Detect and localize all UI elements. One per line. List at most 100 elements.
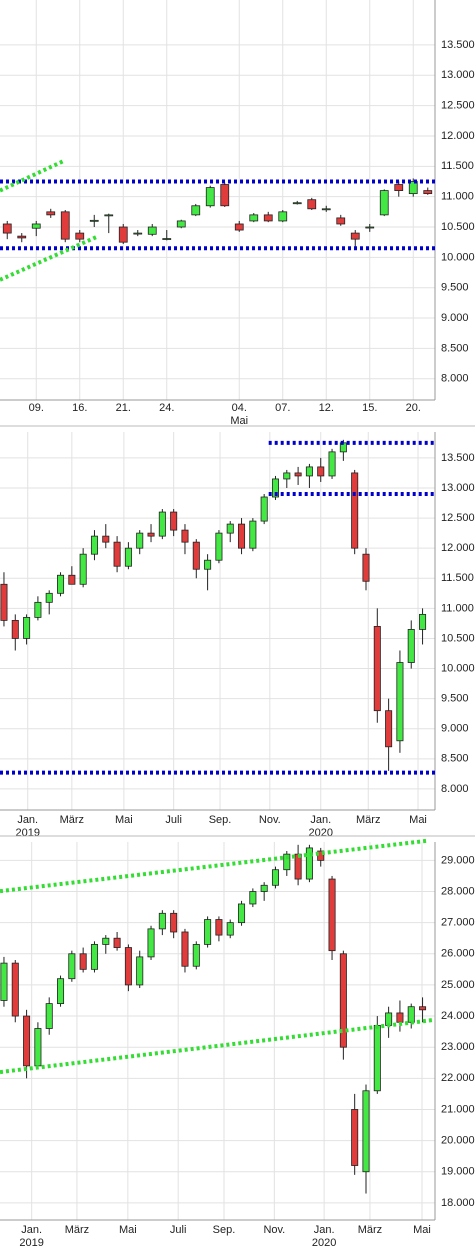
x-tick-sublabel: 2019 — [19, 1237, 43, 1249]
x-tick-label: März — [65, 1224, 89, 1236]
y-tick-label: 8.500 — [441, 753, 469, 765]
x-tick-label: Mai — [115, 814, 133, 826]
x-tick-label: März — [60, 814, 84, 826]
candle-body — [305, 847, 313, 880]
y-tick-label: 21.000 — [441, 1103, 475, 1115]
candle-body — [118, 226, 128, 243]
x-tick-label: 21. — [116, 402, 131, 414]
candle-body — [113, 541, 121, 567]
candle-body — [238, 903, 246, 924]
candle-body — [75, 232, 85, 240]
candle-body — [113, 937, 121, 948]
x-tick-label: Sep. — [209, 814, 232, 826]
y-tick-label: 10.000 — [441, 251, 475, 263]
y-tick-label: 11.000 — [441, 602, 474, 614]
candle-body — [278, 211, 288, 222]
y-tick-label: 8.500 — [441, 342, 469, 354]
trend-line — [0, 1017, 436, 1075]
candle-body — [181, 931, 189, 967]
y-tick-label: 9.500 — [441, 282, 469, 294]
candle-body — [68, 953, 76, 980]
candle-body — [373, 1024, 381, 1092]
candle-body — [124, 947, 132, 986]
candle-body — [215, 919, 223, 936]
y-tick-label: 18.000 — [441, 1197, 475, 1209]
candle-body — [321, 208, 331, 211]
x-tick-sublabel: Mai — [230, 415, 248, 427]
candle-body — [23, 1015, 31, 1067]
candle-body — [317, 850, 325, 861]
candle-body — [45, 592, 53, 603]
y-tick-label: 11.000 — [441, 191, 474, 203]
candle-body — [158, 912, 166, 930]
y-tick-label: 12.500 — [441, 512, 475, 524]
y-tick-label: 23.000 — [441, 1041, 475, 1053]
y-tick-label: 19.000 — [441, 1166, 475, 1178]
y-tick-label: 28.000 — [441, 885, 475, 897]
candle-body — [205, 187, 215, 207]
y-tick-label: 12.500 — [441, 100, 475, 112]
y-tick-label: 13.000 — [441, 69, 475, 81]
candle-body — [328, 451, 336, 477]
candle-body — [147, 532, 155, 537]
candle-body — [394, 184, 404, 191]
candle-body — [234, 223, 244, 231]
y-tick-label: 8.000 — [441, 373, 469, 385]
y-tick-label: 26.000 — [441, 948, 475, 960]
candle-body — [260, 884, 268, 892]
y-tick-label: 13.500 — [441, 452, 475, 464]
candle-body — [181, 529, 189, 543]
candle-body — [249, 214, 259, 222]
y-tick-label: 10.000 — [441, 662, 475, 674]
x-tick-label: Nov. — [259, 814, 281, 826]
candle-body — [307, 199, 317, 210]
candle-body — [226, 523, 234, 534]
x-tick-label: Nov. — [263, 1224, 285, 1236]
candle-body — [133, 232, 143, 235]
candle-body — [365, 226, 375, 229]
x-tick-sublabel: 2020 — [312, 1237, 336, 1249]
candle-body — [204, 559, 212, 570]
candle-body — [294, 853, 302, 880]
candle-body — [292, 202, 302, 205]
candle-body — [2, 223, 12, 234]
candle-body — [317, 466, 325, 477]
x-tick-label: 12. — [319, 402, 334, 414]
x-tick-label: Juli — [170, 1224, 187, 1236]
candle-body — [339, 953, 347, 1048]
x-tick-label: 20. — [406, 402, 421, 414]
candle-body — [379, 190, 389, 216]
y-tick-label: 20.000 — [441, 1135, 475, 1147]
candle-body — [23, 616, 31, 639]
candle-body — [90, 535, 98, 555]
candle-body — [158, 511, 166, 537]
candle-body — [124, 547, 132, 567]
candle-body — [136, 956, 144, 986]
candle-body — [396, 662, 404, 742]
y-tick-label: 10.500 — [441, 632, 475, 644]
y-tick-label: 12.000 — [441, 130, 475, 142]
y-tick-label: 9.500 — [441, 693, 469, 705]
x-tick-label: Juli — [165, 814, 182, 826]
candle-body — [220, 184, 230, 207]
candle-body — [385, 710, 393, 748]
candle-body — [294, 472, 302, 477]
x-tick-label: März — [358, 1224, 382, 1236]
candle-body — [362, 1090, 370, 1173]
candle-body — [249, 520, 257, 549]
candle-body — [271, 478, 279, 498]
candle-body — [336, 217, 346, 225]
x-tick-label: Jan. — [310, 814, 331, 826]
y-tick-label: 9.000 — [441, 723, 469, 735]
candle-body — [419, 613, 427, 630]
candle-body — [147, 928, 155, 958]
x-tick-label: 24. — [159, 402, 174, 414]
candle-body — [192, 944, 200, 967]
x-tick-label: 15. — [362, 402, 377, 414]
candle-body — [373, 626, 381, 712]
candle-body — [249, 891, 257, 905]
x-tick-label: Jan. — [17, 814, 38, 826]
candle-body — [362, 553, 370, 582]
candle-body — [419, 1006, 427, 1011]
